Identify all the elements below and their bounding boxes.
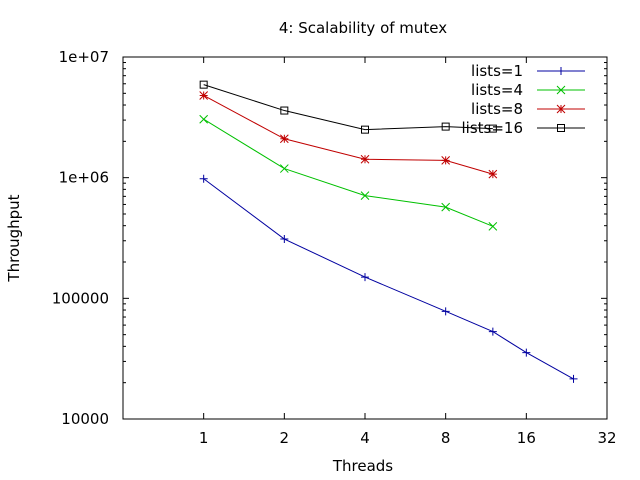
- data-point: [569, 374, 578, 383]
- chart-title: 4: Scalability of mutex: [279, 19, 447, 37]
- data-point: [360, 191, 370, 200]
- data-point: [199, 91, 209, 100]
- series-3: [199, 91, 498, 179]
- data-point: [488, 124, 497, 133]
- data-point: [199, 114, 209, 124]
- data-point: [280, 235, 289, 244]
- data-point: [279, 164, 289, 173]
- data-point: [279, 134, 289, 144]
- x-tick-label: 4: [360, 429, 370, 447]
- series-1: [199, 174, 578, 383]
- legend-marker: [557, 67, 565, 75]
- x-tick-label: 32: [597, 429, 616, 447]
- data-point: [361, 125, 369, 134]
- data-point: [360, 154, 370, 164]
- x-tick-label: 8: [441, 429, 451, 447]
- data-point: [441, 307, 450, 316]
- plot-frame: [122, 56, 608, 420]
- data-point: [488, 169, 498, 179]
- y-tick-label: 1e+07: [59, 48, 109, 66]
- legend-marker: [557, 124, 565, 132]
- data-point: [441, 156, 451, 165]
- series-2: [199, 114, 498, 231]
- data-point: [522, 348, 531, 357]
- y-tick-label: 1e+06: [59, 169, 109, 187]
- data-point: [488, 327, 497, 336]
- y-tick-label: 100000: [52, 289, 109, 307]
- data-point: [441, 202, 451, 212]
- legend-label: lists=8: [471, 100, 523, 118]
- legend-label: lists=1: [471, 62, 523, 80]
- series-line: [203, 178, 574, 380]
- axis-ticks: 1 2 4 8 16 32 10000 100000 1e+06 1e+07: [52, 48, 617, 447]
- x-tick-label: 1: [199, 429, 209, 447]
- legend-marker: [556, 104, 566, 114]
- data-point: [361, 273, 369, 282]
- data-point: [199, 174, 208, 183]
- x-axis-label: Threads: [332, 457, 393, 475]
- x-tick-label: 16: [517, 429, 536, 447]
- legend-label: lists=16: [461, 119, 523, 137]
- data-point: [280, 106, 289, 115]
- x-tick-label: 2: [280, 429, 290, 447]
- legend-marker: [556, 85, 566, 95]
- series-lines: [199, 80, 578, 383]
- series-line: [203, 95, 493, 175]
- data-point: [488, 221, 498, 231]
- y-axis-label: Throughput: [5, 194, 23, 282]
- y-tick-label: 10000: [61, 410, 109, 428]
- series-4: [199, 80, 497, 134]
- legend-label: lists=4: [471, 81, 523, 99]
- data-point: [441, 122, 450, 131]
- series-line: [203, 84, 493, 131]
- data-point: [199, 80, 208, 89]
